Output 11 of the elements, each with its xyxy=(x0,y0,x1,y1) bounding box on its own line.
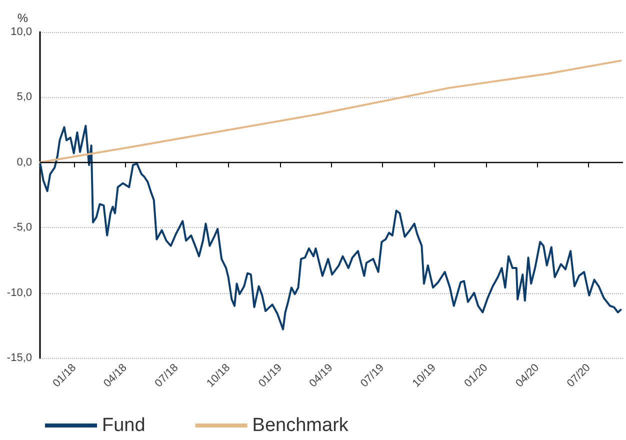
y-tick-label: 0,0 xyxy=(16,156,32,168)
y-tick-label: 5,0 xyxy=(16,91,32,104)
line-series xyxy=(39,60,622,164)
legend-label: Benchmark xyxy=(252,415,349,436)
y-tick-label: -5,0 xyxy=(13,222,32,234)
line-series xyxy=(39,124,622,330)
y-tick-label: -10,0 xyxy=(6,286,32,299)
y-axis-title: % xyxy=(17,11,28,25)
y-tick-label: 10,0 xyxy=(10,26,32,38)
legend-label: Fund xyxy=(102,415,146,436)
y-tick-label: -15,0 xyxy=(6,352,32,364)
